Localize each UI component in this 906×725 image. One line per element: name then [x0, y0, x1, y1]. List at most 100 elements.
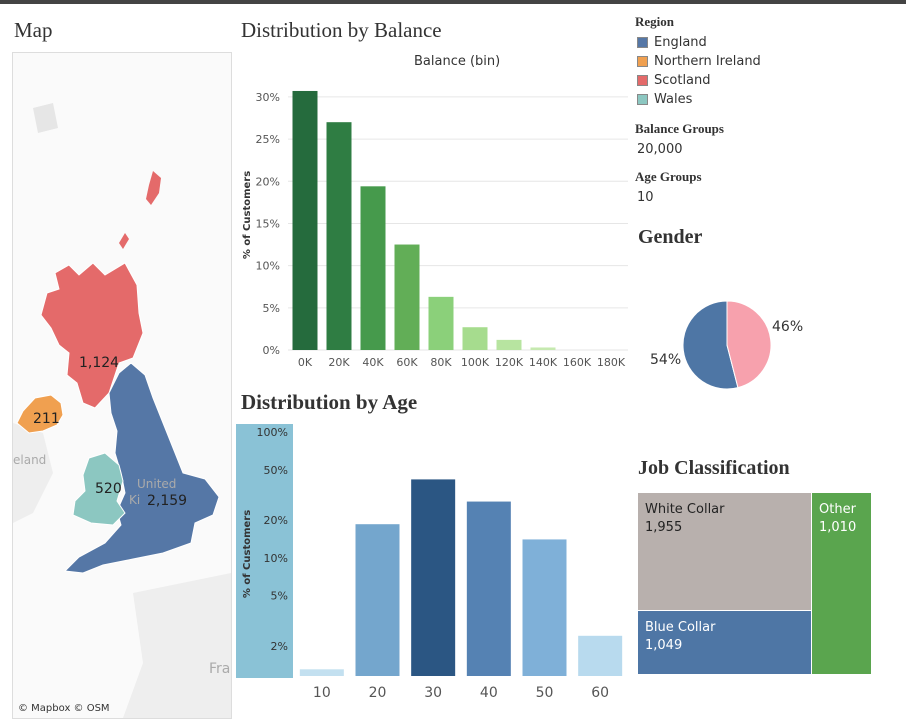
- balance-chart: 0% 5% 10% 15% 20% 25% 30% 0K 20K 40K 60K 80K 100K 120…: [242, 90, 628, 369]
- wales-region[interactable]: [72, 452, 126, 526]
- legend-label: Northern Ireland: [654, 54, 761, 69]
- legend-item-northern-ireland[interactable]: Northern Ireland: [637, 52, 761, 71]
- legend-item-wales[interactable]: Wales: [637, 90, 761, 109]
- balance-bar: [360, 186, 386, 350]
- y-tick-label: 10%: [264, 552, 288, 565]
- balance-bar: [428, 296, 454, 350]
- scotland-islands-north: [146, 171, 161, 205]
- balance-bar: [462, 327, 488, 350]
- ghost-label-united: United: [137, 477, 177, 491]
- y-tick-label: 100%: [257, 426, 288, 439]
- axis-band: [236, 424, 293, 678]
- age-bar: [355, 524, 400, 676]
- treemap-label: Blue Collar 1,049: [645, 619, 715, 655]
- x-tick-label: 20: [369, 685, 387, 701]
- age-groups-value[interactable]: 10: [637, 190, 654, 205]
- map-title: Map: [14, 18, 53, 42]
- y-tick-label: 50%: [264, 464, 288, 477]
- treemap-category: Blue Collar: [645, 620, 716, 635]
- balance-bar: [292, 90, 318, 350]
- age-bar: [466, 501, 511, 676]
- treemap-category: Other: [819, 502, 856, 517]
- y-axis-label: % of Customers: [242, 171, 253, 259]
- x-tick-label: 0K: [298, 356, 313, 369]
- x-tick-label: 60K: [396, 356, 418, 369]
- treemap-value: 1,049: [645, 638, 683, 653]
- legend-label: England: [654, 35, 707, 50]
- y-tick-label: 30%: [256, 91, 280, 104]
- top-border: [0, 0, 906, 4]
- x-tick-label: 40: [480, 685, 498, 701]
- job-treemap: White Collar 1,955 Blue Collar 1,049 Other 1,…: [638, 493, 871, 674]
- france-land: [123, 573, 231, 718]
- y-tick-label: 15%: [256, 217, 280, 230]
- legend-label: Wales: [654, 92, 693, 107]
- x-tick-label: 120K: [495, 356, 524, 369]
- x-tick-label: 40K: [362, 356, 384, 369]
- balance-chart-subtitle: Balance (bin): [414, 54, 501, 69]
- map-panel[interactable]: 1,124 211 520 2,159 eland United Ki Fra …: [12, 52, 232, 719]
- treemap-cell-other[interactable]: Other 1,010: [812, 493, 871, 674]
- legend-swatch: [637, 56, 648, 67]
- treemap-cell-white-collar[interactable]: White Collar 1,955: [638, 493, 811, 610]
- job-title: Job Classification: [638, 457, 790, 479]
- x-tick-label: 10: [313, 685, 331, 701]
- scotland-islands-orkney: [119, 233, 129, 249]
- legend-title: Region: [635, 14, 674, 29]
- legend-item-scotland[interactable]: Scotland: [637, 71, 761, 90]
- balance-bar: [530, 347, 556, 350]
- legend-item-england[interactable]: England: [637, 33, 761, 52]
- x-tick-label: 140K: [529, 356, 558, 369]
- uk-map: [13, 103, 231, 718]
- x-tick-label: 20K: [328, 356, 350, 369]
- gender-label-left: 54%: [650, 352, 682, 368]
- y-tick-label: 5%: [271, 590, 288, 603]
- y-axis-label: % of Customers: [242, 510, 253, 598]
- age-bar: [411, 479, 456, 676]
- age-groups-title: Age Groups: [635, 169, 702, 184]
- x-tick-label: 80K: [430, 356, 452, 369]
- x-tick-label: 30: [424, 685, 442, 701]
- map-value-scotland: 1,124: [79, 355, 120, 371]
- map-copyright: © Mapbox © OSM: [18, 703, 110, 714]
- balance-groups-title: Balance Groups: [635, 121, 724, 136]
- faroe-land: [33, 103, 58, 133]
- map-value-england: 2,159: [147, 493, 188, 509]
- x-tick-label: 160K: [563, 356, 592, 369]
- balance-groups-value[interactable]: 20,000: [637, 142, 683, 157]
- map-value-northern-ireland: 211: [33, 411, 60, 427]
- age-bar: [299, 669, 344, 676]
- balance-bar: [326, 122, 352, 350]
- age-bar: [522, 539, 567, 676]
- treemap-value: 1,955: [645, 520, 683, 535]
- region-legend[interactable]: England Northern Ireland Scotland Wales: [637, 33, 761, 109]
- y-tick-label: 25%: [256, 133, 280, 146]
- y-tick-label: 20%: [264, 514, 288, 527]
- treemap-category: White Collar: [645, 502, 725, 517]
- y-tick-label: 10%: [256, 260, 280, 273]
- gender-title: Gender: [638, 226, 703, 248]
- pie-slice: [682, 300, 739, 390]
- x-tick-label: 100K: [461, 356, 490, 369]
- x-tick-label: 50: [536, 685, 554, 701]
- age-chart-title: Distribution by Age: [241, 390, 418, 414]
- map-value-wales: 520: [95, 481, 122, 497]
- x-tick-label: 180K: [597, 356, 626, 369]
- treemap-value: 1,010: [819, 520, 857, 535]
- treemap-label: White Collar 1,955: [645, 501, 725, 537]
- y-tick-label: 0%: [263, 344, 280, 357]
- ghost-label-ireland: eland: [13, 453, 47, 467]
- legend-swatch: [637, 37, 648, 48]
- england-region[interactable]: [63, 362, 220, 574]
- treemap-cell-blue-collar[interactable]: Blue Collar 1,049: [638, 611, 811, 674]
- ireland-land: [13, 423, 53, 523]
- legend-label: Scotland: [654, 73, 711, 88]
- northern-ireland-region[interactable]: [16, 394, 64, 434]
- pie-slice: [726, 300, 772, 389]
- legend-swatch: [637, 75, 648, 86]
- y-tick-label: 20%: [256, 175, 280, 188]
- balance-bar: [394, 244, 420, 350]
- balance-bar: [496, 339, 522, 350]
- age-chart: 2% 5% 10% 20% 50% 100% 10 20 30 40 50 60 % of Custom…: [236, 424, 623, 701]
- y-tick-label: 5%: [263, 302, 280, 315]
